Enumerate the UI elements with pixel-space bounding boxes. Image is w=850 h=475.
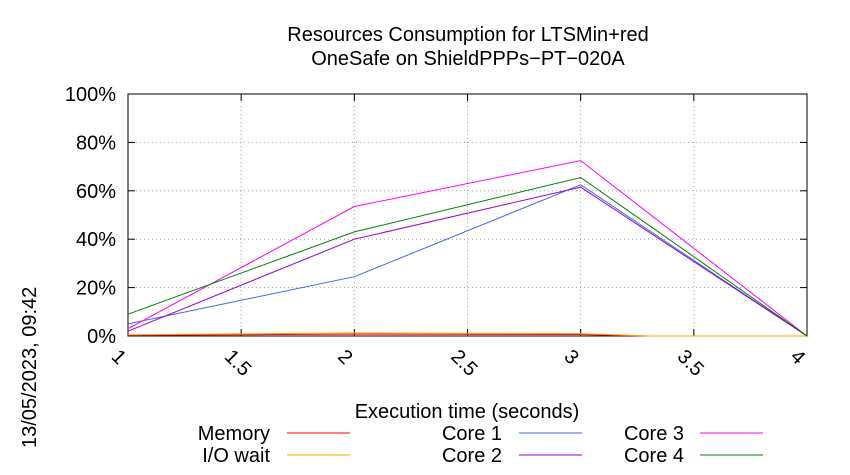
legend-label: Core 3 <box>624 423 684 445</box>
x-tick-label: 1.5 <box>220 346 255 381</box>
legend-label: Memory <box>198 423 270 445</box>
x-tick-label: 1 <box>107 346 130 369</box>
chart-title-line2: OneSafe on ShieldPPPs−PT−020A <box>311 48 625 70</box>
legend-label: Core 1 <box>442 423 502 445</box>
y-tick-label: 80% <box>76 132 116 154</box>
x-axis-label: Execution time (seconds) <box>355 401 580 423</box>
series-line-core-4 <box>127 176 808 337</box>
y-tick-label: 40% <box>76 229 116 251</box>
series-line-i-o-wait <box>127 332 807 337</box>
x-tick-label: 3 <box>560 346 583 369</box>
legend-label: Core 2 <box>442 445 502 467</box>
x-tick-label: 2.5 <box>446 346 481 381</box>
series-line-core-3 <box>127 160 808 337</box>
series-line-core-2 <box>127 186 808 337</box>
legend-label: I/O wait <box>202 445 270 467</box>
chart-title-line1: Resources Consumption for LTSMin+red <box>287 24 648 46</box>
y-tick-label: 20% <box>76 278 116 300</box>
series-lines <box>127 160 808 337</box>
y-tick-label: 60% <box>76 181 116 203</box>
legend-label: Core 4 <box>624 445 684 467</box>
y-tick-label: 100% <box>65 84 116 106</box>
y-tick-label: 0% <box>87 326 116 348</box>
grid <box>128 94 807 336</box>
x-axis-ticks: 1 1.5 2 2.5 3 3.5 4 <box>107 94 809 381</box>
timestamp: 13/05/2023, 09:42 <box>19 287 41 448</box>
x-tick-label: 3.5 <box>673 346 708 381</box>
x-tick-label: 4 <box>786 346 809 369</box>
y-axis-ticks: 0% 20% 40% 60% 80% 100% <box>65 84 807 348</box>
x-tick-label: 2 <box>333 346 356 369</box>
series-line-core-1 <box>127 184 808 337</box>
